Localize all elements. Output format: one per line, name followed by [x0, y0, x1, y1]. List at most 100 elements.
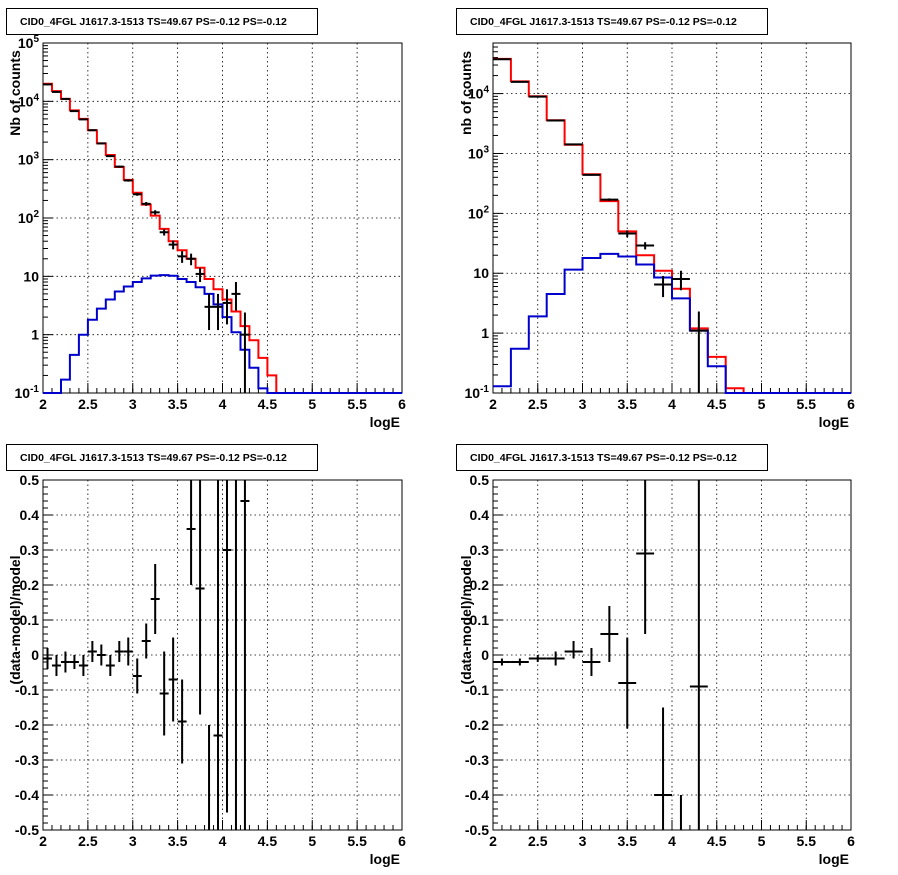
y-tick-label: -0.1 [465, 682, 489, 698]
x-tick-label: 6 [847, 833, 855, 849]
data-point [51, 90, 61, 93]
data-point [78, 118, 88, 121]
chart-title: CID0_4FGL J1617.3-1513 TS=49.67 PS=-0.12… [470, 452, 737, 464]
data-point [132, 192, 142, 196]
data-point [69, 655, 79, 669]
data-point [564, 641, 583, 659]
data-point [510, 658, 529, 666]
x-tick-label: 3 [129, 833, 137, 849]
x-tick-label: 5 [758, 833, 766, 849]
x-tick-label: 2.5 [528, 833, 548, 849]
x-tick-label: 2.5 [528, 396, 548, 412]
data-point [123, 179, 133, 182]
y-tick-label: 0.5 [470, 472, 490, 488]
data-point [240, 312, 250, 393]
x-tick-label: 2 [39, 833, 47, 849]
x-tick-label: 3 [579, 396, 587, 412]
data-point [689, 480, 708, 830]
y-tick-label: -0.3 [15, 752, 39, 768]
y-axis-label: nb of counts [458, 51, 474, 135]
chart-panel-2: CID0_4FGL J1617.3-1513 TS=49.67 PS=-0.12… [456, 8, 855, 430]
x-tick-label: 6 [847, 396, 855, 412]
chart-title: CID0_4FGL J1617.3-1513 TS=49.67 PS=-0.12… [470, 16, 737, 28]
chart-title: CID0_4FGL J1617.3-1513 TS=49.67 PS=-0.12… [20, 452, 287, 464]
y-tick-label: 0.1 [20, 612, 40, 628]
data-point [636, 242, 655, 250]
data-point [60, 651, 70, 673]
chart-panel-3: CID0_4FGL J1617.3-1513 TS=49.67 PS=-0.12… [6, 444, 406, 867]
data-point [168, 240, 178, 250]
data-point [636, 480, 655, 634]
x-tick-label: 5.5 [347, 396, 367, 412]
data-point [105, 655, 115, 676]
y-tick-label: 0.3 [20, 542, 40, 558]
x-axis-label: logE [819, 414, 849, 430]
y-tick-label: -0.4 [15, 787, 39, 803]
y-tick-label: 0.3 [470, 542, 490, 558]
y-tick-label: 10 [473, 265, 489, 281]
x-tick-label: 4 [219, 833, 227, 849]
x-tick-label: 4 [668, 396, 676, 412]
y-tick-label: 103 [18, 151, 40, 168]
x-tick-label: 5.5 [347, 833, 367, 849]
data-point [654, 275, 672, 298]
x-tick-label: 4.5 [258, 833, 278, 849]
data-point [141, 623, 151, 659]
data-point [69, 110, 79, 113]
data-point [222, 289, 232, 325]
y-tick-label: 0.4 [470, 507, 490, 523]
data-point [78, 655, 88, 676]
data-point [564, 143, 583, 146]
data-point [87, 129, 97, 132]
data-point [114, 641, 124, 662]
data-point [546, 651, 565, 666]
x-tick-label: 6 [398, 396, 406, 412]
y-tick-label: -0.3 [465, 752, 489, 768]
data-point [132, 658, 142, 694]
data-point [618, 230, 637, 238]
y-tick-label: 104 [18, 92, 40, 109]
x-tick-label: 2 [489, 396, 497, 412]
y-tick-label: -0.4 [465, 787, 489, 803]
histogram-series-2 [493, 252, 851, 394]
data-point [672, 270, 690, 291]
chart-title-box [456, 8, 768, 35]
data-point [493, 58, 511, 61]
data-point [600, 606, 619, 662]
data-point [150, 564, 160, 634]
y-tick-label: 1 [481, 325, 489, 341]
data-point [600, 198, 619, 201]
x-tick-label: 3.5 [168, 833, 188, 849]
data-point [43, 83, 52, 86]
x-tick-label: 6 [398, 833, 406, 849]
data-point [528, 655, 547, 662]
histogram-series-2 [43, 274, 402, 394]
y-tick-label: 0.1 [470, 612, 490, 628]
y-tick-label: -0.5 [465, 822, 489, 838]
data-point [114, 165, 124, 168]
x-tick-label: 5 [308, 396, 316, 412]
chart-title-box [456, 444, 768, 471]
data-point [159, 229, 169, 236]
y-tick-label: 0 [481, 647, 489, 663]
x-tick-label: 4 [219, 396, 227, 412]
data-point [123, 637, 133, 666]
y-tick-label: 104 [468, 85, 490, 102]
data-point [141, 202, 151, 206]
data-point [177, 251, 187, 263]
x-tick-label: 4.5 [707, 833, 727, 849]
x-tick-label: 4 [668, 833, 676, 849]
y-tick-label: -0.2 [465, 717, 489, 733]
data-point [618, 637, 637, 729]
data-point [51, 655, 61, 676]
data-point [195, 480, 205, 715]
y-tick-label: 0 [31, 647, 39, 663]
data-point [105, 155, 115, 158]
chart-title: CID0_4FGL J1617.3-1513 TS=49.67 PS=-0.12… [20, 16, 287, 28]
x-tick-label: 2 [39, 396, 47, 412]
data-point [204, 293, 214, 331]
y-axis-label: Nb of counts [7, 50, 23, 136]
x-tick-label: 4.5 [258, 396, 278, 412]
